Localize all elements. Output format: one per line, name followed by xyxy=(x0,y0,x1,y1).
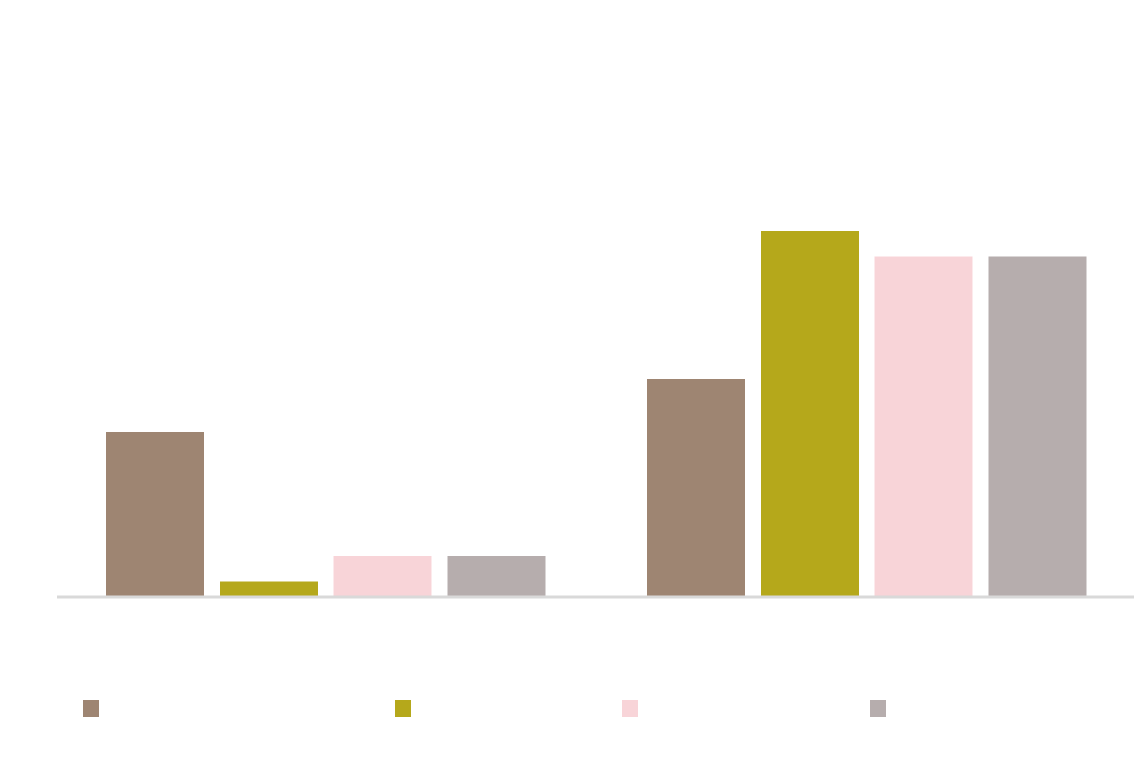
legend-swatch-series-3 xyxy=(622,700,638,717)
bars-layer xyxy=(106,231,1087,597)
bar-series-2-group-1 xyxy=(219,581,318,596)
legend xyxy=(83,700,886,717)
bar-series-3-group-2 xyxy=(874,256,973,596)
bar-series-2-group-2 xyxy=(760,231,859,596)
bar-series-1-group-1 xyxy=(106,431,204,597)
bar-series-1-group-2 xyxy=(647,378,745,596)
bar-series-4-group-2 xyxy=(988,256,1087,596)
legend-swatch-series-4 xyxy=(870,700,886,717)
legend-swatch-series-1 xyxy=(83,700,99,717)
legend-swatch-series-2 xyxy=(395,700,411,717)
bar-series-4-group-1 xyxy=(447,555,546,596)
bar-series-3-group-1 xyxy=(333,555,432,596)
